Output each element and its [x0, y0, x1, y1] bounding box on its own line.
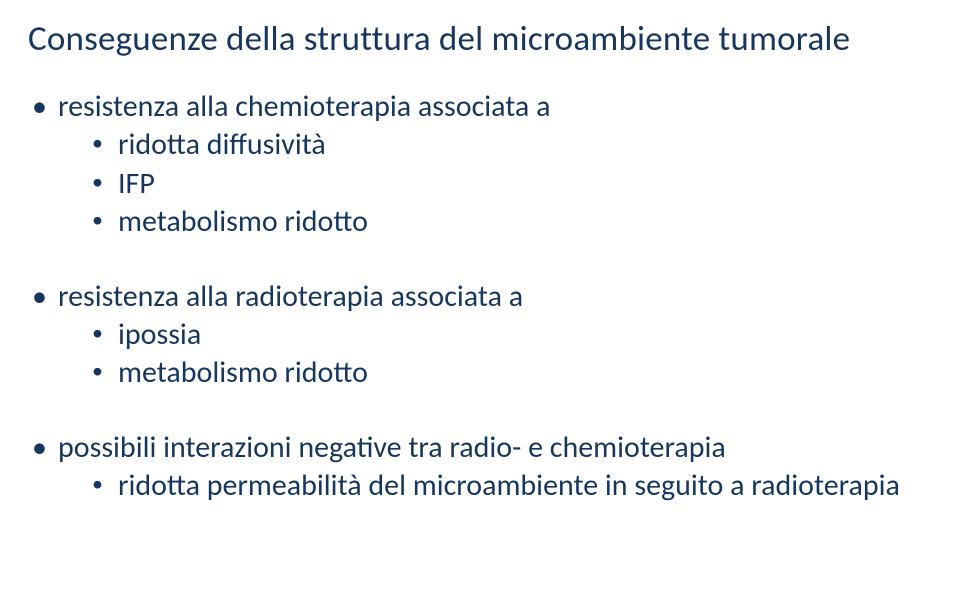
bullet-l1: resistenza alla chemioterapia associata … [28, 88, 932, 242]
bullet-l1: resistenza alla radioterapia associata a… [28, 278, 932, 393]
bullet-l2: metabolismo ridotto [88, 354, 932, 392]
bullet-group-1: resistenza alla chemioterapia associata … [28, 88, 932, 242]
bullet-sublist: ridotta permeabilità del microambiente i… [58, 467, 932, 505]
bullet-text: ridotta permeabilità del microambiente i… [118, 467, 900, 504]
bullet-l2: metabolismo ridotto [88, 203, 932, 241]
bullet-text: ridotta diffusività [118, 126, 326, 163]
slide: Conseguenze della struttura del microamb… [0, 0, 960, 595]
bullet-sublist: ipossia metabolismo ridotto [58, 316, 932, 393]
spacer [28, 393, 932, 429]
bullet-sublist: ridotta diffusività IFP metabolismo rido… [58, 126, 932, 241]
bullet-l2: ipossia [88, 316, 932, 354]
bullet-l2: IFP [88, 165, 932, 203]
bullet-group-3: possibili interazioni negative tra radio… [28, 429, 932, 506]
bullet-text: ipossia [118, 316, 201, 353]
bullet-group-2: resistenza alla radioterapia associata a… [28, 278, 932, 393]
bullet-l2: ridotta diffusività [88, 126, 932, 164]
bullet-text: resistenza alla chemioterapia associata … [58, 88, 550, 125]
bullet-l2: ridotta permeabilità del microambiente i… [88, 467, 932, 505]
slide-title: Conseguenze della struttura del microamb… [28, 18, 932, 60]
bullet-text: metabolismo ridotto [118, 203, 368, 240]
spacer [28, 242, 932, 278]
bullet-text: metabolismo ridotto [118, 354, 368, 391]
bullet-text: possibili interazioni negative tra radio… [58, 429, 726, 466]
bullet-text: IFP [118, 165, 155, 202]
bullet-text: resistenza alla radioterapia associata a [58, 278, 523, 315]
bullet-l1: possibili interazioni negative tra radio… [28, 429, 932, 506]
